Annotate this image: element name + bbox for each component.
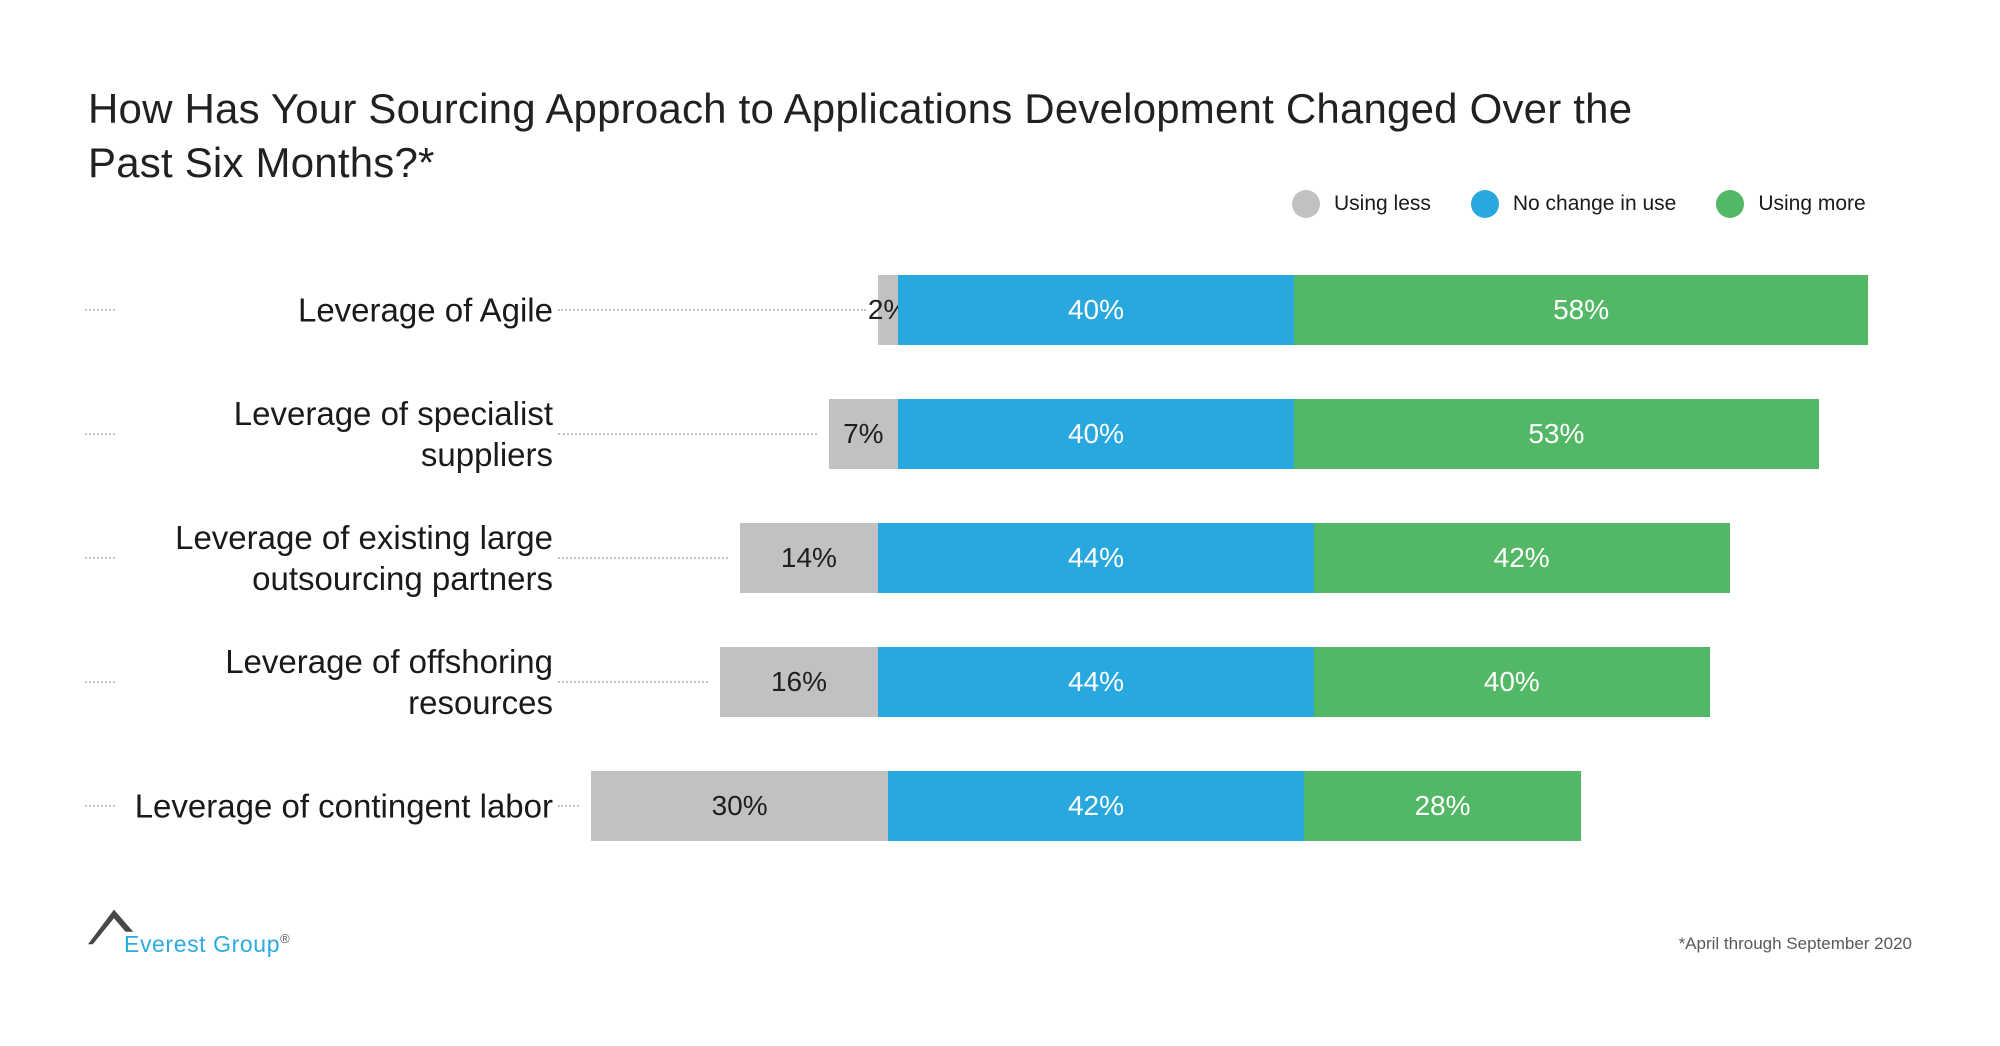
leader-tick-left — [85, 433, 115, 435]
bar-segment-using-more: 28% — [1303, 771, 1582, 841]
legend: Using less No change in use Using more — [1292, 190, 1866, 218]
leader-line — [558, 681, 708, 683]
category-label: Leverage of specialist suppliers — [0, 393, 553, 475]
category-label: Leverage of contingent labor — [0, 786, 553, 827]
category-label-line: Leverage of existing large — [175, 519, 553, 556]
bar-segment-no-change-in-use: 44% — [878, 647, 1314, 717]
bar-value-label: 58% — [1553, 294, 1610, 325]
category-label: Leverage of offshoring resources — [0, 641, 553, 723]
leader-line — [558, 309, 867, 311]
bar-value-label: 16% — [770, 666, 828, 697]
category-label-line: Leverage of offshoring — [225, 643, 553, 680]
mountain-icon — [88, 909, 134, 945]
chart-row-leverage-of-agile: Leverage of Agile 2% 40% 58% — [0, 248, 2000, 372]
bar-segment-using-less: 2% — [868, 275, 908, 345]
bar-segment-using-more: 53% — [1294, 399, 1819, 469]
category-label-line: outsourcing partners — [252, 560, 553, 597]
category-label-line: resources — [408, 684, 553, 721]
leader-tick-left — [85, 309, 115, 311]
chart-title-line-2: Past Six Months?* — [88, 139, 435, 186]
registered-mark: ® — [280, 931, 290, 946]
chart-title-line-1: How Has Your Sourcing Approach to Applic… — [88, 85, 1633, 132]
chart-title: How Has Your Sourcing Approach to Applic… — [88, 82, 1632, 190]
chart-row-leverage-of-existing-large-outsourcing-partners: Leverage of existing large outsourcing pa… — [0, 496, 2000, 620]
logo-wordmark: Everest Group — [124, 931, 281, 957]
bar-segment-using-less: 30% — [591, 771, 889, 841]
bar-value-label: 44% — [1067, 542, 1125, 573]
chart-row-leverage-of-offshoring-resources: Leverage of offshoring resources 16% 44% 40% — [0, 620, 2000, 744]
leader-tick-left — [85, 557, 115, 559]
chart-row-leverage-of-contingent-labor: Leverage of contingent labor 30% 42% 28% — [0, 744, 2000, 868]
legend-item-using-less: Using less — [1292, 190, 1431, 218]
category-label-line: Leverage of contingent labor — [134, 787, 553, 825]
bar-value-label: 40% — [1067, 418, 1125, 449]
bar-segment-no-change-in-use: 42% — [888, 771, 1304, 841]
bar-segment-using-more: 42% — [1313, 523, 1730, 593]
legend-item-using-more: Using more — [1716, 190, 1866, 218]
bar-segment-using-less: 7% — [828, 399, 898, 469]
legend-dot-no-change-in-use — [1470, 190, 1499, 218]
everest-group-logo: Everest Group® — [86, 903, 326, 963]
legend-dot-using-more — [1716, 190, 1745, 218]
category-label-line: Leverage of Agile — [297, 291, 553, 329]
leader-line — [558, 557, 728, 559]
leader-line — [558, 433, 817, 435]
bar-value-label: 7% — [843, 418, 884, 449]
bar-value-label: 28% — [1414, 790, 1471, 821]
bar-value-label: 42% — [1067, 790, 1125, 821]
bar-value-label: 53% — [1528, 418, 1585, 449]
category-label-line: suppliers — [420, 436, 553, 473]
category-label: Leverage of Agile — [0, 290, 553, 331]
bar-value-label: 40% — [1067, 294, 1125, 325]
bar-segment-no-change-in-use: 40% — [898, 275, 1294, 345]
bar-segment-using-more: 58% — [1294, 275, 1869, 345]
category-label: Leverage of existing large outsourcing pa… — [0, 517, 553, 599]
footnote: *April through September 2020 — [1678, 934, 1912, 953]
bar-value-label: 44% — [1067, 666, 1125, 697]
bar-segment-using-more: 40% — [1313, 647, 1710, 717]
bar-segment-using-less: 14% — [739, 523, 879, 593]
category-label-line: Leverage of specialist — [233, 395, 553, 432]
legend-label: No change in use — [1512, 192, 1677, 215]
bar-value-label: 30% — [711, 790, 768, 821]
leader-line — [558, 805, 580, 807]
leader-tick-left — [85, 681, 115, 683]
bar-segment-using-less: 16% — [719, 647, 879, 717]
logo-text: Everest Group® — [124, 931, 290, 958]
bar-value-label: 14% — [780, 542, 837, 573]
bar-segment-no-change-in-use: 40% — [898, 399, 1294, 469]
bar-value-label: 42% — [1493, 542, 1550, 573]
bar-segment-no-change-in-use: 44% — [878, 523, 1314, 593]
leader-tick-left — [85, 805, 115, 807]
legend-item-no-change-in-use: No change in use — [1470, 190, 1677, 218]
legend-label: Using less — [1334, 192, 1431, 215]
chart-row-leverage-of-specialist-suppliers: Leverage of specialist suppliers 7% 40% 53% — [0, 372, 2000, 496]
bar-value-label: 40% — [1483, 666, 1540, 697]
legend-label: Using more — [1758, 192, 1866, 215]
legend-dot-using-less — [1292, 190, 1320, 218]
